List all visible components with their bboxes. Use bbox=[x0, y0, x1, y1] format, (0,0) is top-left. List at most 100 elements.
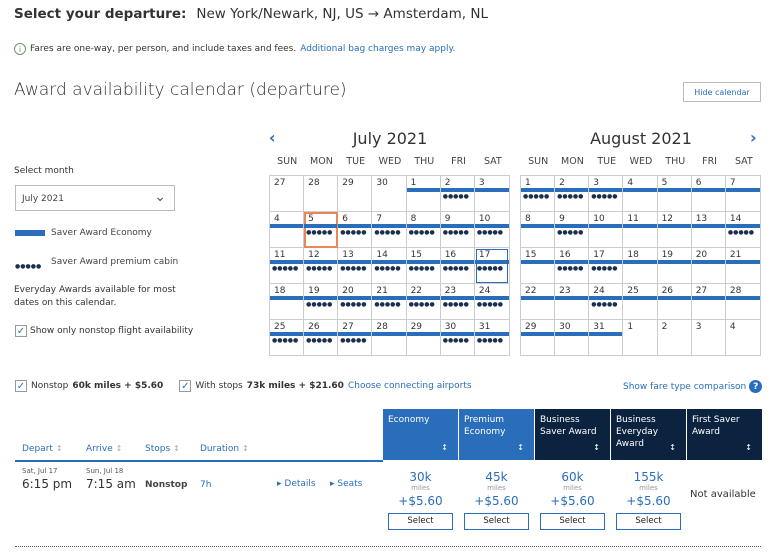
calendar-day[interactable]: 5 ●●●●● bbox=[304, 212, 339, 248]
calendar-day[interactable]: 24 ●●●●● bbox=[474, 284, 509, 320]
sort-stops[interactable]: Stops ↕ bbox=[145, 444, 180, 454]
calendar-day[interactable]: 28 bbox=[304, 176, 339, 212]
calendar-day[interactable]: 8 ●●●●● bbox=[406, 212, 441, 248]
calendar-day[interactable]: 15 ●●●●● bbox=[406, 248, 441, 284]
calendar-day[interactable]: 21 bbox=[725, 248, 760, 284]
select-fare-button[interactable]: Select bbox=[464, 512, 529, 530]
calendar-day[interactable]: 12 ●●●●● bbox=[304, 248, 339, 284]
calendar-day[interactable]: 27 bbox=[270, 176, 305, 212]
calendar-day[interactable]: 6 bbox=[691, 176, 726, 212]
calendar-day[interactable]: 17 ●●●●● bbox=[589, 248, 624, 284]
fare-comparison-link[interactable]: Show fare type comparison bbox=[623, 381, 747, 392]
calendar-day[interactable]: 13 bbox=[691, 212, 726, 248]
calendar-day[interactable]: 1 bbox=[623, 320, 658, 355]
calendar-day[interactable]: 15 bbox=[521, 248, 556, 284]
calendar-day[interactable]: 2 bbox=[658, 320, 692, 355]
calendar-day[interactable]: 18 bbox=[270, 284, 305, 320]
fare-header-premium-economy[interactable]: Premium Economy ↕ bbox=[459, 409, 534, 460]
calendar-day[interactable]: 5 bbox=[657, 176, 692, 212]
calendar-day[interactable]: 7 ●●●●● bbox=[372, 212, 407, 248]
calendar-day[interactable]: 19 ●●●●● bbox=[304, 284, 339, 320]
calendar-day[interactable]: 19 bbox=[657, 248, 692, 284]
checkbox-checked-icon[interactable]: ✓ bbox=[15, 325, 27, 337]
day-number: 22 bbox=[410, 286, 423, 296]
fare-header-first-saver[interactable]: First Saver Award ↕ bbox=[687, 409, 762, 460]
calendar-day[interactable]: 1 ●●●●● bbox=[521, 176, 556, 212]
connecting-airports-link[interactable]: Choose connecting airports bbox=[347, 381, 472, 391]
calendar-day[interactable]: 12 bbox=[657, 212, 692, 248]
calendar-day[interactable]: 7 bbox=[725, 176, 760, 212]
calendar-day[interactable]: 25 ●●●●● bbox=[270, 320, 305, 355]
bag-charges-link[interactable]: Additional bag charges may apply. bbox=[300, 44, 456, 54]
calendar-day[interactable]: 26 bbox=[657, 284, 692, 320]
prev-month-arrow[interactable]: ‹ bbox=[269, 128, 276, 147]
calendar-day[interactable]: 3 bbox=[474, 176, 509, 212]
calendar-day[interactable]: 10 bbox=[589, 212, 624, 248]
day-number: 2 bbox=[444, 178, 451, 188]
fare-header-business-saver[interactable]: Business Saver Award ↕ bbox=[535, 409, 610, 460]
seats-link[interactable]: ▸ Seats bbox=[330, 479, 363, 489]
calendar-day[interactable]: 2 ●●●●● bbox=[555, 176, 590, 212]
calendar-day[interactable]: 20 bbox=[691, 248, 726, 284]
calendar-day[interactable]: 3 bbox=[692, 320, 726, 355]
calendar-day[interactable]: 16 ●●●●● bbox=[555, 248, 590, 284]
calendar-day[interactable]: 27 ●●●●● bbox=[338, 320, 373, 355]
calendar-day[interactable]: 28 bbox=[725, 284, 760, 320]
calendar-day[interactable]: 16 ●●●●● bbox=[440, 248, 475, 284]
calendar-day[interactable]: 9 ●●●●● bbox=[555, 212, 590, 248]
nonstop-only-checkbox[interactable]: ✓ Show only nonstop flight availability bbox=[15, 325, 193, 337]
calendar-day[interactable]: 29 bbox=[521, 320, 556, 355]
fare-header-business-everyday[interactable]: Business Everyday Award ↕ bbox=[611, 409, 686, 460]
calendar-day[interactable]: 25 bbox=[623, 284, 658, 320]
nonstop-checkbox[interactable]: ✓ bbox=[15, 380, 27, 392]
calendar-day[interactable]: 22 ●●●●● bbox=[406, 284, 441, 320]
calendar-day[interactable]: 22 bbox=[521, 284, 556, 320]
sort-arrive[interactable]: Arrive ↕ bbox=[86, 444, 122, 454]
calendar-day[interactable]: 31 bbox=[589, 320, 624, 355]
calendar-day[interactable]: 4 bbox=[270, 212, 305, 248]
calendar-day[interactable]: 29 bbox=[406, 320, 441, 355]
calendar-day[interactable]: 24 ●●●●● bbox=[589, 284, 624, 320]
calendar-day[interactable]: 13 ●●●●● bbox=[338, 248, 373, 284]
calendar-day[interactable]: 29 bbox=[338, 176, 373, 212]
calendar-day[interactable]: 2 ●●●●● bbox=[440, 176, 475, 212]
calendar-day[interactable]: 11 bbox=[623, 212, 658, 248]
calendar-day[interactable]: 10 ●●●●● bbox=[474, 212, 509, 248]
next-month-arrow[interactable]: › bbox=[750, 128, 757, 147]
with-stops-checkbox[interactable]: ✓ bbox=[179, 380, 192, 392]
calendar-day[interactable]: 17 ●●●●● bbox=[474, 248, 509, 284]
fare-comparison[interactable]: Show fare type comparison? bbox=[623, 380, 763, 393]
calendar-day[interactable]: 14 ●●●●● bbox=[372, 248, 407, 284]
select-fare-button[interactable]: Select bbox=[540, 512, 605, 530]
calendar-day[interactable]: 28 bbox=[372, 320, 407, 355]
calendar-day[interactable]: 21 ●●●●● bbox=[372, 284, 407, 320]
calendar-day[interactable]: 23 ●●●●● bbox=[440, 284, 475, 320]
calendar-day[interactable]: 27 bbox=[691, 284, 726, 320]
calendar-day[interactable]: 30 ●●●●● bbox=[440, 320, 475, 355]
hide-calendar-button[interactable]: Hide calendar bbox=[683, 82, 761, 102]
month-select[interactable]: July 2021 ⌄ bbox=[15, 185, 175, 211]
select-fare-button[interactable]: Select bbox=[388, 512, 453, 530]
calendar-day[interactable]: 9 ●●●●● bbox=[440, 212, 475, 248]
sort-duration[interactable]: Duration ↕ bbox=[200, 444, 249, 454]
calendar-day[interactable]: 31 ●●●●● bbox=[474, 320, 509, 355]
details-link[interactable]: ▸ Details bbox=[277, 479, 316, 489]
calendar-day[interactable]: 4 bbox=[623, 176, 658, 212]
select-fare-button[interactable]: Select bbox=[616, 512, 681, 530]
calendar-day[interactable]: 26 ●●●●● bbox=[304, 320, 339, 355]
calendar-day[interactable]: 3 ●●●●● bbox=[589, 176, 624, 212]
fare-header-economy[interactable]: Economy ↕ bbox=[383, 409, 458, 460]
sort-depart[interactable]: Depart ↕ bbox=[22, 444, 63, 454]
calendar-day[interactable]: 14 ●●●●● bbox=[725, 212, 760, 248]
calendar-day[interactable]: 1 bbox=[406, 176, 441, 212]
calendar-day[interactable]: 18 bbox=[623, 248, 658, 284]
calendar-day[interactable]: 4 bbox=[726, 320, 760, 355]
calendar-day[interactable]: 30 bbox=[372, 176, 407, 212]
calendar-day[interactable]: 30 bbox=[555, 320, 590, 355]
calendar-day[interactable]: 23 bbox=[555, 284, 590, 320]
calendar-day[interactable]: 20 ●●●●● bbox=[338, 284, 373, 320]
help-icon[interactable]: ? bbox=[749, 380, 763, 393]
calendar-day[interactable]: 6 ●●●●● bbox=[338, 212, 373, 248]
calendar-day[interactable]: 11 ●●●●● bbox=[270, 248, 305, 284]
calendar-day[interactable]: 8 bbox=[521, 212, 556, 248]
